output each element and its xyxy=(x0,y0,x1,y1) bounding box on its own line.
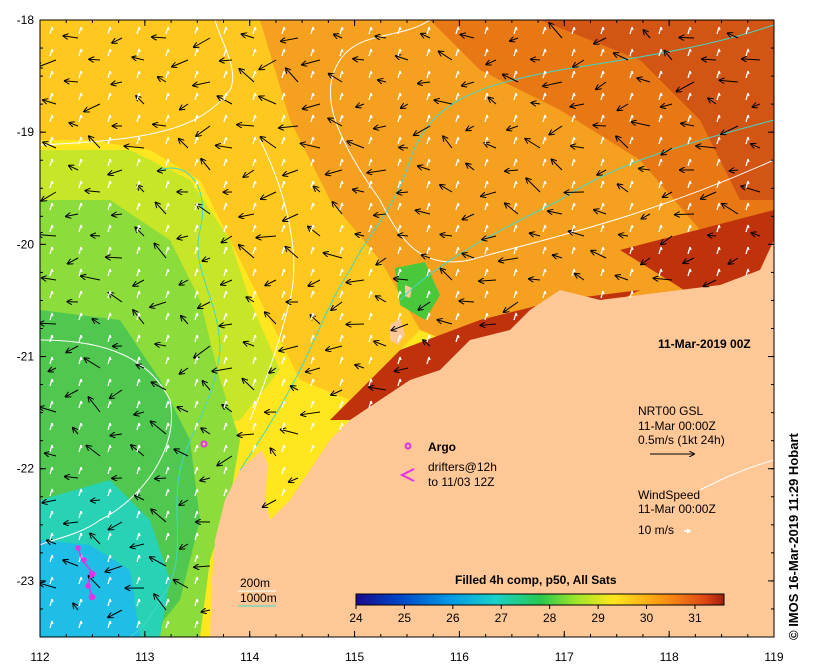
contour-legend-200: 200m xyxy=(240,576,270,590)
lon-tick-label: 113 xyxy=(135,650,154,664)
argo-float-marker xyxy=(200,440,208,448)
copyright-label: © IMOS 16-Mar-2019 11:29 Hobart xyxy=(786,433,801,640)
contour-legend-1000: 1000m xyxy=(240,591,277,605)
contour-legend: 200m 1000m xyxy=(238,576,277,607)
colorbar-tick-label: 27 xyxy=(495,611,509,625)
colorbar-tick-label: 25 xyxy=(398,611,412,625)
wind-legend-line1: WindSpeed xyxy=(638,488,700,502)
lat-tick-label: -20 xyxy=(17,237,35,251)
land-mass xyxy=(210,240,774,637)
drifters-label-line1: drifters@12h xyxy=(428,460,497,474)
lat-tick-label: -19 xyxy=(17,125,35,139)
argo-legend: Argo xyxy=(404,440,456,454)
wind-legend-line3: 10 m/s xyxy=(638,523,674,537)
current-vectors xyxy=(40,23,761,617)
argo-label: Argo xyxy=(428,440,456,454)
current-legend-line3: 0.5m/s (1kt 24h) xyxy=(638,433,725,447)
sst-field xyxy=(40,20,774,637)
current-legend: NRT00 GSL 11-Mar 00:00Z 0.5m/s (1kt 24h) xyxy=(638,404,725,454)
colorbar-tick-label: 29 xyxy=(591,611,605,625)
lat-tick-label: -23 xyxy=(17,574,35,588)
wind-legend: WindSpeed 11-Mar 00:00Z 10 m/s xyxy=(638,488,716,537)
lon-tick-label: 112 xyxy=(30,650,49,664)
drifters-legend: drifters@12h to 11/03 12Z xyxy=(399,460,497,489)
lat-tick-label: -21 xyxy=(17,350,35,364)
lon-tick-label: 115 xyxy=(345,650,364,664)
longitude-axis: 112 113 114 115 116 117 118 119 xyxy=(30,20,784,664)
wind-legend-line2: 11-Mar 00:00Z xyxy=(638,502,716,516)
drifters-label-line2: to 11/03 12Z xyxy=(428,475,495,489)
wind-glyphs xyxy=(49,26,750,629)
lon-tick-label: 117 xyxy=(555,650,574,664)
current-legend-line2: 11-Mar 00:00Z xyxy=(638,419,716,433)
colorbar-title: Filled 4h comp, p50, All Sats xyxy=(455,573,617,587)
lat-tick-label: -22 xyxy=(17,462,35,476)
lon-tick-label: 118 xyxy=(660,650,679,664)
wind-scale-glyph xyxy=(684,528,692,534)
current-legend-line1: NRT00 GSL xyxy=(638,404,703,418)
colorbar-tick-label: 28 xyxy=(543,611,557,625)
contour-1000m xyxy=(129,24,774,637)
lon-tick-label: 119 xyxy=(764,650,783,664)
lon-tick-label: 114 xyxy=(240,650,259,664)
latitude-axis: -18 -19 -20 -21 -22 -23 xyxy=(17,13,774,638)
colorbar: Filled 4h comp, p50, All Sats 24 25 26 27 28… xyxy=(349,573,725,625)
colorbar-tick-label: 31 xyxy=(688,611,702,625)
colorbar-tick-label: 26 xyxy=(446,611,460,625)
lon-tick-label: 116 xyxy=(450,650,469,664)
drifter-tracks xyxy=(75,545,96,601)
date-label: 11-Mar-2019 00Z xyxy=(658,337,751,351)
lat-tick-label: -18 xyxy=(17,13,35,27)
colorbar-tick-label: 24 xyxy=(349,611,363,625)
colorbar-tick-label: 30 xyxy=(640,611,654,625)
